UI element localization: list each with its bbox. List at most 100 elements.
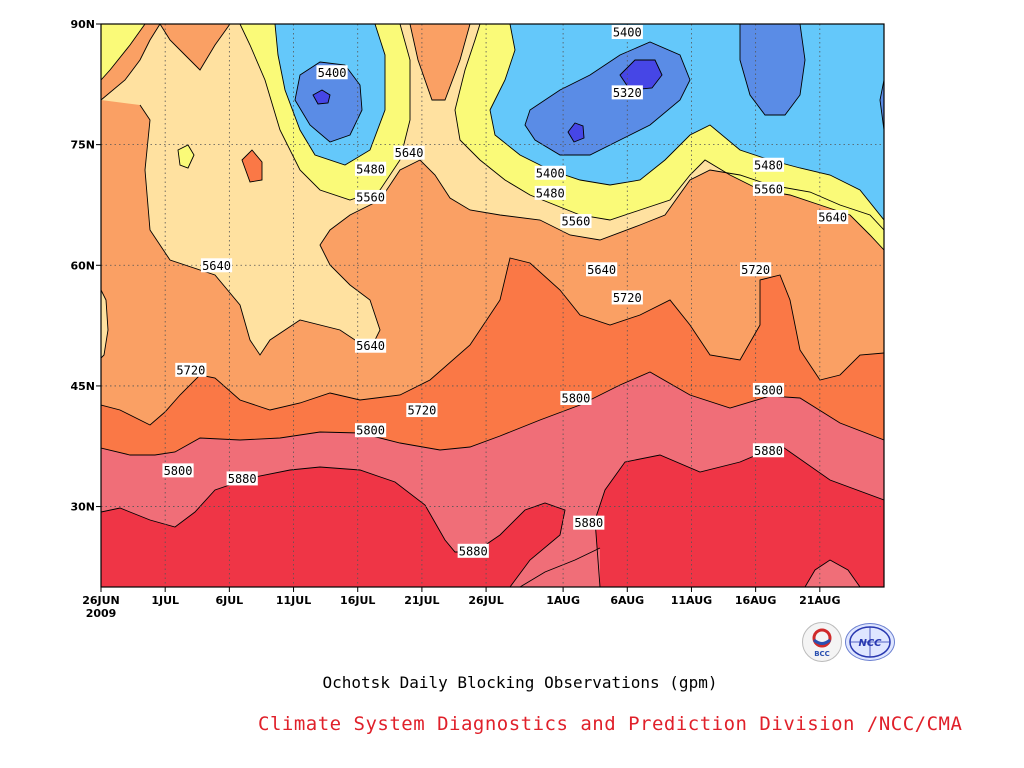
contour-label-bg <box>393 145 425 160</box>
contour-label-bg <box>611 290 643 305</box>
contour-label: 5640 <box>356 339 385 353</box>
x-tick-label: 6JUL <box>216 594 244 607</box>
contour-label: 5640 <box>587 263 616 277</box>
contour-label-bg <box>354 189 387 204</box>
contour-label-bg <box>354 161 387 176</box>
x-tick-label: 6AUG <box>610 594 644 607</box>
contour-label-bg <box>457 543 489 558</box>
contour-line <box>519 547 601 587</box>
contour-line <box>101 24 161 101</box>
contour-line <box>409 24 471 101</box>
contour-line <box>454 24 884 251</box>
contour-label-bg <box>534 185 566 200</box>
contour-label: 5640 <box>395 146 424 160</box>
fill-5480-5560-a <box>101 24 145 80</box>
contour-line <box>239 24 411 201</box>
fill-5320-5400-d <box>880 80 884 130</box>
contour-label: 5400 <box>613 26 642 40</box>
contour-label: 5480 <box>536 186 565 200</box>
fill-5640-5720-top <box>160 24 230 70</box>
contour-label-bg <box>611 25 643 40</box>
contour-label: 5560 <box>754 182 783 196</box>
contour-label: 5320 <box>613 86 642 100</box>
contour-label-bg <box>226 471 258 486</box>
contour-label: 5480 <box>356 162 385 176</box>
x-tick-label: 21JUL <box>404 594 439 607</box>
contour-label: 5800 <box>561 391 590 405</box>
contour-line <box>101 466 566 587</box>
contour-line <box>312 89 331 105</box>
x-tick-label: 26JUL <box>468 594 503 607</box>
contour-label-bg <box>560 214 592 229</box>
contour-label-bg <box>752 443 785 458</box>
contour-label: 5800 <box>356 424 385 438</box>
bcc-logo: BCC <box>802 622 842 662</box>
fill-spot-a <box>178 145 194 168</box>
contour-line <box>489 24 884 221</box>
contour-line <box>274 24 386 166</box>
contour-label: 5720 <box>613 291 642 305</box>
contour-label-bg <box>740 262 772 277</box>
contour-label: 5720 <box>407 404 436 418</box>
x-year-label: 2009 <box>86 607 117 620</box>
contour-label-bg <box>752 157 785 172</box>
contour-label: 5480 <box>754 158 783 172</box>
contour-line <box>101 371 884 456</box>
y-tick-label: 30N <box>70 501 95 514</box>
x-axis: 26JUN 1JUL 6JUL 11JUL 16JUL 21JUL 26JUL 1AUG 6AU… <box>82 587 841 620</box>
contour-line <box>101 24 146 81</box>
fill-5320-5400-c <box>740 24 805 115</box>
contour-label: 5880 <box>754 444 783 458</box>
x-tick-label: 11AUG <box>671 594 712 607</box>
contour-label-bg <box>354 338 387 353</box>
contour-label-bg <box>752 181 785 196</box>
contour-label-bg <box>200 258 233 273</box>
fill-above-5880 <box>101 467 565 587</box>
contour-fills <box>101 24 884 587</box>
x-tick-label: 16JUL <box>340 594 375 607</box>
contour-line <box>177 144 195 169</box>
contour-label-bg <box>560 390 592 405</box>
fill-above-5880-spot <box>805 560 860 587</box>
contour-label: 5400 <box>536 166 565 180</box>
y-axis: 90N 75N 60N 45N 30N <box>70 18 101 514</box>
contour-label: 5880 <box>574 516 603 530</box>
fill-5640-5720-top2 <box>410 24 470 100</box>
svg-text:NCC: NCC <box>858 638 882 649</box>
contour-line <box>739 24 806 116</box>
x-tick-label: 1AUG <box>546 594 580 607</box>
credit-line: Climate System Diagnostics and Predictio… <box>258 713 963 735</box>
chart-title: Ochotsk Daily Blocking Observations (gpm… <box>322 673 718 692</box>
contour-line <box>101 257 884 426</box>
contour-label-bg <box>534 165 566 180</box>
contour-label-bg <box>175 362 207 377</box>
contour-line <box>241 149 263 183</box>
contour-label: 5640 <box>818 211 847 225</box>
x-tick-label: 26JUN <box>82 594 120 607</box>
contour-label: 5560 <box>561 215 590 229</box>
contour-lines <box>101 24 884 587</box>
contour-label: 5880 <box>228 472 257 486</box>
y-tick-label: 75N <box>70 139 95 152</box>
contour-label: 5800 <box>164 464 193 478</box>
contour-label: 5720 <box>176 363 205 377</box>
contour-label: 5800 <box>754 383 783 397</box>
y-tick-label: 90N <box>70 18 95 31</box>
y-tick-label: 45N <box>70 380 95 393</box>
contour-line <box>594 444 884 587</box>
contour-label-bg <box>316 65 348 80</box>
svg-text:BCC: BCC <box>814 650 830 658</box>
ncc-logo: NCC <box>845 623 895 661</box>
contour-label: 5880 <box>459 544 488 558</box>
x-tick-label: 11JUL <box>276 594 311 607</box>
y-tick-label: 60N <box>70 259 95 272</box>
contour-label-bg <box>573 515 605 530</box>
fill-spot-b <box>242 150 262 182</box>
contour-label-bg <box>611 85 643 100</box>
fill-below-5320-a <box>313 90 330 104</box>
contour-line <box>804 559 861 587</box>
contour-line <box>294 61 363 143</box>
contour-line <box>101 289 109 359</box>
contour-label-bg <box>752 382 785 397</box>
fill-above-5880-east <box>595 445 884 587</box>
